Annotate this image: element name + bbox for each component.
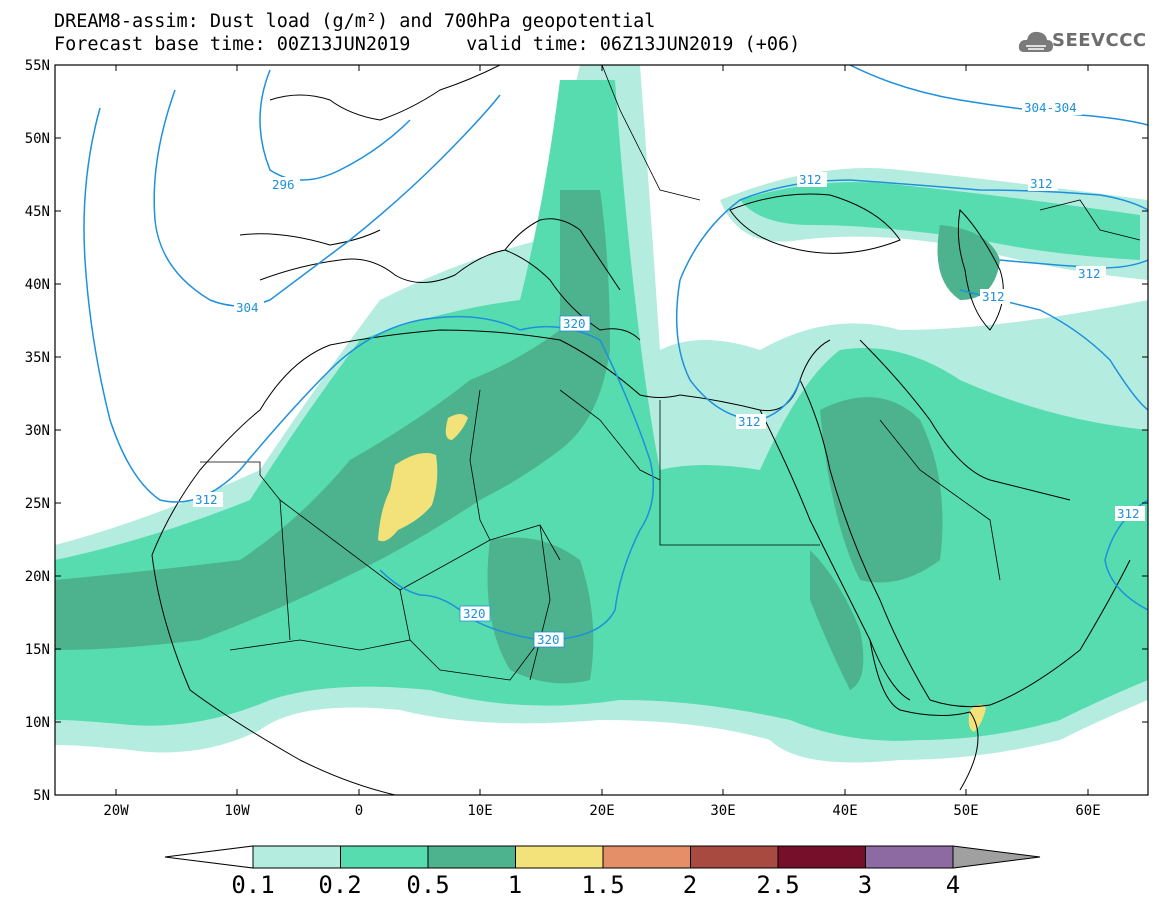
lon-label-20e: 20E	[589, 803, 614, 819]
lat-label-55n: 55N	[25, 58, 50, 74]
colorbar-label-4: 1.5	[581, 871, 624, 899]
geopotential-contours	[83, 65, 1148, 641]
dust-layer-high	[55, 190, 1000, 690]
contour-label-312: 312	[1117, 506, 1140, 521]
contour-labels: 296 304 304-304 312 312 312 312 312 312 …	[193, 100, 1145, 648]
colorbar-label-1: 0.2	[318, 871, 361, 899]
colorbar-label-2: 0.5	[406, 871, 449, 899]
logo-text: SEEVCCC	[1052, 30, 1147, 51]
contour-label-312: 312	[1030, 176, 1053, 191]
latitude-labels: 55N 50N 45N 40N 35N 30N 25N 20N 15N 10N …	[25, 58, 50, 804]
colorbar-label-8: 4	[946, 871, 960, 899]
colorbar-label-7: 3	[858, 871, 872, 899]
colorbar-swatch-under	[164, 845, 254, 869]
contour-label-320: 320	[463, 606, 486, 621]
contour-label-312: 312	[738, 414, 761, 429]
colorbar-swatch-7	[865, 845, 954, 869]
lat-label-45n: 45N	[25, 204, 50, 220]
coastlines	[151, 65, 1141, 795]
colorbar-swatch-3	[515, 845, 604, 869]
lon-label-30e: 30E	[710, 803, 735, 819]
colorbar-swatch-5	[690, 845, 779, 869]
contour-label-304: 304	[236, 300, 259, 315]
lat-label-10n: 10N	[25, 715, 50, 731]
lon-label-20w: 20W	[103, 803, 129, 819]
contour-label-320: 320	[537, 632, 560, 647]
colorbar-swatch-4	[602, 845, 691, 869]
contour-label-296: 296	[272, 177, 295, 192]
lat-label-30n: 30N	[25, 423, 50, 439]
lat-label-50n: 50N	[25, 131, 50, 147]
colorbar-swatch-6	[777, 845, 866, 869]
colorbar-label-0: 0.1	[231, 871, 274, 899]
cloud-logo-icon	[1018, 31, 1053, 52]
longitude-axis	[115, 65, 1089, 795]
lat-label-15n: 15N	[25, 642, 50, 658]
latitude-axis	[55, 64, 1148, 723]
lat-label-20n: 20N	[25, 569, 50, 585]
dust-layer-peak	[378, 414, 986, 732]
lon-label-0: 0	[355, 803, 363, 819]
lon-label-50e: 50E	[953, 803, 978, 819]
colorbar	[164, 845, 1041, 869]
contour-label-312: 312	[195, 492, 218, 507]
contour-label-304-304: 304-304	[1024, 100, 1077, 115]
contour-label-320: 320	[563, 316, 586, 331]
lat-label-40n: 40N	[25, 277, 50, 293]
colorbar-label-3: 1	[508, 871, 522, 899]
lon-label-40e: 40E	[832, 803, 857, 819]
colorbar-swatch-over	[952, 845, 1041, 869]
colorbar-labels: 0.1 0.2 0.5 1 1.5 2 2.5 3 4	[231, 871, 960, 899]
map-title: DREAM8-assim: Dust load (g/m²) and 700hP…	[54, 11, 656, 32]
lon-label-10e: 10E	[467, 803, 492, 819]
longitude-labels: 20W 10W 0 10E 20E 30E 40E 50E 60E	[103, 803, 1100, 819]
lat-label-25n: 25N	[25, 496, 50, 512]
lat-label-35n: 35N	[25, 350, 50, 366]
forecast-time-subtitle: Forecast base time: 00Z13JUN2019 valid t…	[54, 34, 801, 55]
lon-label-10w: 10W	[224, 803, 250, 819]
contour-label-312: 312	[982, 289, 1005, 304]
colorbar-label-5: 2	[683, 871, 697, 899]
lon-label-60e: 60E	[1075, 803, 1100, 819]
colorbar-swatch-0	[252, 845, 341, 869]
contour-label-312: 312	[799, 172, 822, 187]
contour-label-312: 312	[1078, 266, 1101, 281]
lat-label-5n: 5N	[33, 788, 50, 804]
colorbar-label-6: 2.5	[756, 871, 799, 899]
colorbar-swatch-2	[427, 845, 516, 869]
colorbar-swatch-1	[340, 845, 429, 869]
